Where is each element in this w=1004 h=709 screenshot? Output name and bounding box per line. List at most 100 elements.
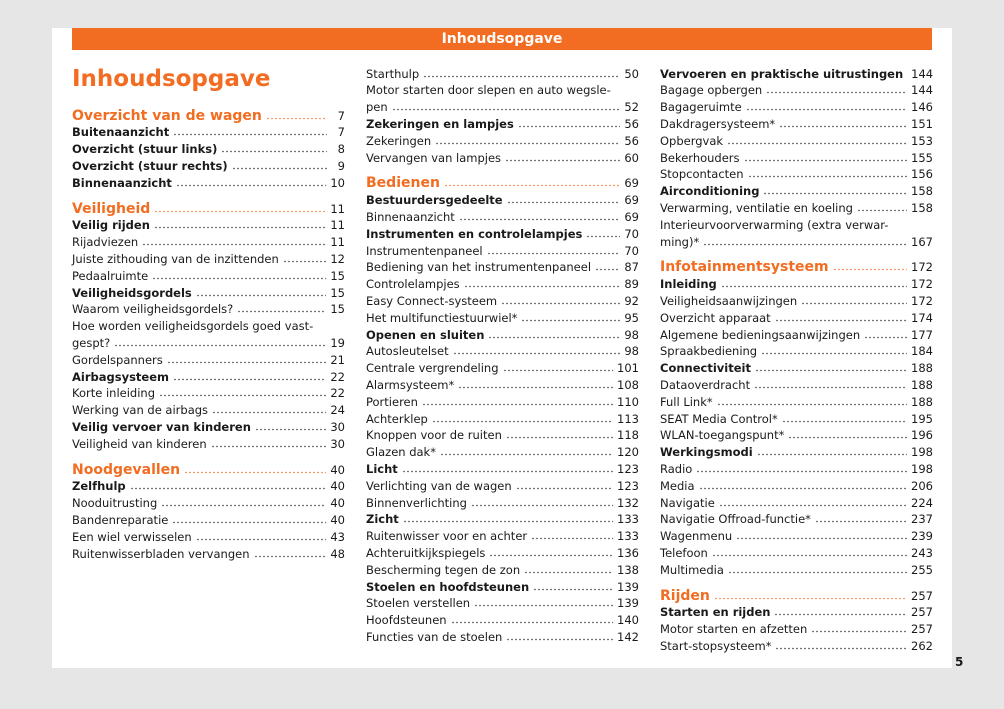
entry-text: Waarom veiligheidsgordels? <box>72 302 234 317</box>
dot-leader <box>766 86 908 95</box>
dot-leader <box>401 464 614 473</box>
toc-entry: Airconditioning 158 <box>660 183 933 200</box>
toc-entry: Overzicht (stuur links) 8 <box>72 141 345 158</box>
toc-entry: Noodgevallen 40 <box>72 462 345 479</box>
entry-page: 40 <box>330 462 345 477</box>
page-number: 5 <box>955 655 964 669</box>
toc-entry: Controlelampjes 89 <box>366 276 639 293</box>
entry-text: Ruitenwisser voor en achter <box>366 529 528 544</box>
entry-page: 239 <box>911 529 933 544</box>
toc-entry: Ruitenwisserbladen vervangen 48 <box>72 546 345 563</box>
toc-entry: gespt? 19 <box>72 335 345 352</box>
toc-entry: SEAT Media Control* 195 <box>660 411 933 428</box>
toc-entry: Hoe worden veiligheidsgordels goed vast- <box>72 318 345 335</box>
toc-entry: Het multifunctiestuurwiel* 95 <box>366 310 639 327</box>
dot-leader <box>515 481 614 490</box>
entry-text: Instrumentenpaneel <box>366 243 483 258</box>
dot-leader <box>439 448 614 457</box>
entry-text: Binnenverlichting <box>366 495 467 510</box>
dot-leader <box>488 330 621 339</box>
entry-text: Functies van de stoelen <box>366 629 503 644</box>
toc-entry: Algemene bedieningsaanwijzingen 177 <box>660 327 933 344</box>
entry-page: 155 <box>911 150 933 165</box>
entry-page: 140 <box>617 613 639 628</box>
entry-page: 8 <box>337 142 345 157</box>
dot-leader <box>517 119 621 128</box>
entry-page: 15 <box>330 302 345 317</box>
entry-text: Stoelen en hoofdsteunen <box>366 579 530 594</box>
entry-text: Bagageruimte <box>660 100 742 115</box>
toc-entry: Instrumentenpaneel 70 <box>366 243 639 260</box>
entry-text: Starthulp <box>366 66 420 81</box>
dot-leader <box>450 616 614 625</box>
toc-entry: WLAN-toegangspunt* 196 <box>660 427 933 444</box>
toc-entry: Bagage opbergen 144 <box>660 82 933 99</box>
toc-entry: Zicht 133 <box>366 511 639 528</box>
toc-entry: Multimedia 255 <box>660 562 933 579</box>
entry-text: Full Link* <box>660 394 713 409</box>
toc-entry: Bandenreparatie 40 <box>72 512 345 529</box>
toc-entry: Interieurvoorverwarming (extra verwar- <box>660 217 933 234</box>
entry-page: 40 <box>330 512 345 527</box>
dot-leader <box>736 532 908 541</box>
dot-leader <box>470 498 614 507</box>
entry-page: 158 <box>911 184 933 199</box>
entry-text: Rijadviezen <box>72 235 139 250</box>
toc-entry: Rijadviezen 11 <box>72 234 345 251</box>
dot-leader <box>774 313 908 322</box>
dot-leader <box>506 632 614 641</box>
entry-text: Algemene bedieningsaanwijzingen <box>660 327 861 342</box>
dot-leader <box>531 532 614 541</box>
entry-page: 174 <box>911 310 933 325</box>
entry-text: Veiligheidsgordels <box>72 285 192 300</box>
entry-text: Overzicht (stuur rechts) <box>72 158 228 173</box>
toc-entry: Verlichting van de wagen 123 <box>366 478 639 495</box>
dot-leader <box>458 212 621 221</box>
dot-leader <box>237 305 327 314</box>
entry-page: 10 <box>330 175 345 190</box>
entry-page: 196 <box>911 428 933 443</box>
dot-leader <box>524 565 614 574</box>
toc-entry: Ruitenwisser voor en achter 133 <box>366 528 639 545</box>
toc-entry: Starten en rijden 257 <box>660 604 933 621</box>
toc-entry: Achteruitkijkspiegels 136 <box>366 545 639 562</box>
entry-text: Vervangen van lampjes <box>366 150 502 165</box>
entry-page: 21 <box>330 352 345 367</box>
toc-entry: Bescherming tegen de zon 138 <box>366 562 639 579</box>
toc-entry: Radio 198 <box>660 461 933 478</box>
entry-page: 123 <box>617 478 639 493</box>
toc-entry: Nooduitrusting 40 <box>72 495 345 512</box>
toc-entry: Werkingsmodi 198 <box>660 444 933 461</box>
entry-page: 30 <box>330 436 345 451</box>
dot-leader <box>452 347 621 356</box>
toc-entry: Binnenaanzicht 69 <box>366 209 639 226</box>
dot-leader <box>720 280 908 289</box>
toc-entry: Veiligheidsaanwijzingen 172 <box>660 293 933 310</box>
toc-entry: Gordelspanners 21 <box>72 352 345 369</box>
entry-page: 123 <box>617 461 639 476</box>
toc-entry: Zekeringen 56 <box>366 133 639 150</box>
toc-entry: Binnenaanzicht 10 <box>72 175 345 192</box>
toc-entry: Bestuurdersgedeelte 69 <box>366 192 639 209</box>
entry-page: 167 <box>911 234 933 249</box>
entry-text: Navigatie Offroad-functie* <box>660 512 811 527</box>
dot-leader <box>763 187 908 196</box>
entry-text: Bekerhouders <box>660 150 740 165</box>
toc-entry: Licht 123 <box>366 461 639 478</box>
toc-entry: Media 206 <box>660 478 933 495</box>
entry-text: pen <box>366 100 388 115</box>
entry-text: Airconditioning <box>660 184 760 199</box>
entry-text: Noodgevallen <box>72 461 181 478</box>
entry-text: WLAN-toegangspunt* <box>660 428 785 443</box>
dot-leader <box>159 389 327 398</box>
dot-leader <box>505 431 614 440</box>
toc-entry: Wagenmenu 239 <box>660 528 933 545</box>
entry-page: 146 <box>911 100 933 115</box>
entry-page: 118 <box>617 428 639 443</box>
dot-leader <box>443 179 621 188</box>
dot-leader <box>489 548 614 557</box>
dot-leader <box>716 397 908 406</box>
entry-page: 139 <box>617 596 639 611</box>
entry-text: Veilig rijden <box>72 218 150 233</box>
toc-entry: Dakdragersysteem* 151 <box>660 116 933 133</box>
